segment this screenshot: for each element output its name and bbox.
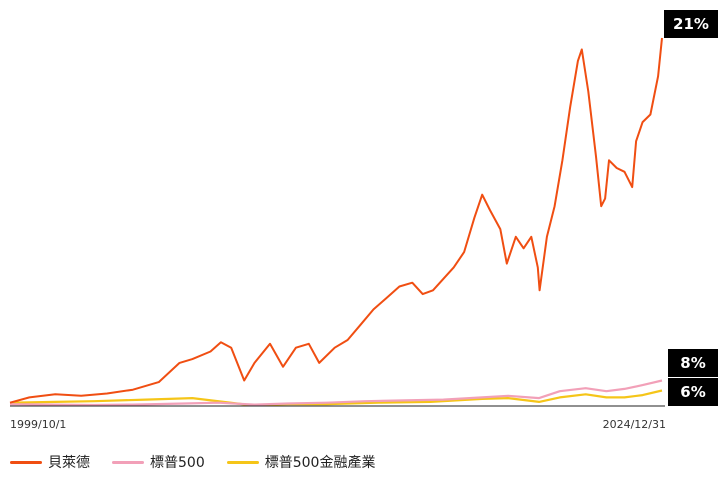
end-badge-blackrock: 21% xyxy=(664,10,718,38)
end-badge-bg-blackrock xyxy=(664,10,718,38)
end-value-badges: 21% 8% 6% xyxy=(664,10,718,406)
legend-swatch-sp500 xyxy=(112,460,144,464)
end-badge-label-sp500-financials: 6% xyxy=(680,383,705,401)
legend-label-sp500: 標普500 xyxy=(150,455,205,471)
end-badge-bg-sp500 xyxy=(668,349,718,377)
legend-label-sp500-financials: 標普500金融產業 xyxy=(264,455,376,471)
series-line-sp500-financials xyxy=(9,389,663,407)
legend-item-sp500: 標普500 xyxy=(112,452,205,472)
legend-item-blackrock: 貝萊德 xyxy=(10,452,90,472)
legend: 貝萊德 標普500 標普500金融產業 xyxy=(10,452,375,472)
series-line-blackrock xyxy=(9,37,663,404)
end-badge-sp500: 8% xyxy=(668,349,718,377)
legend-swatch-sp500-financials xyxy=(226,460,259,464)
end-badge-label-blackrock: 21% xyxy=(673,15,709,33)
legend-label-blackrock: 貝萊德 xyxy=(48,455,90,471)
series-lines xyxy=(9,37,663,407)
x-tick-label-end: 2024/12/31 xyxy=(603,418,666,431)
end-badge-bg-sp500-financials xyxy=(668,378,718,406)
end-badge-label-sp500: 8% xyxy=(680,354,705,372)
series-line-sp500 xyxy=(9,379,663,407)
end-badge-sp500-financials: 6% xyxy=(668,378,718,406)
x-tick-label-start: 1999/10/1 xyxy=(10,418,66,431)
legend-swatch-blackrock xyxy=(10,460,42,464)
legend-item-sp500-financials: 標普500金融產業 xyxy=(226,452,376,472)
